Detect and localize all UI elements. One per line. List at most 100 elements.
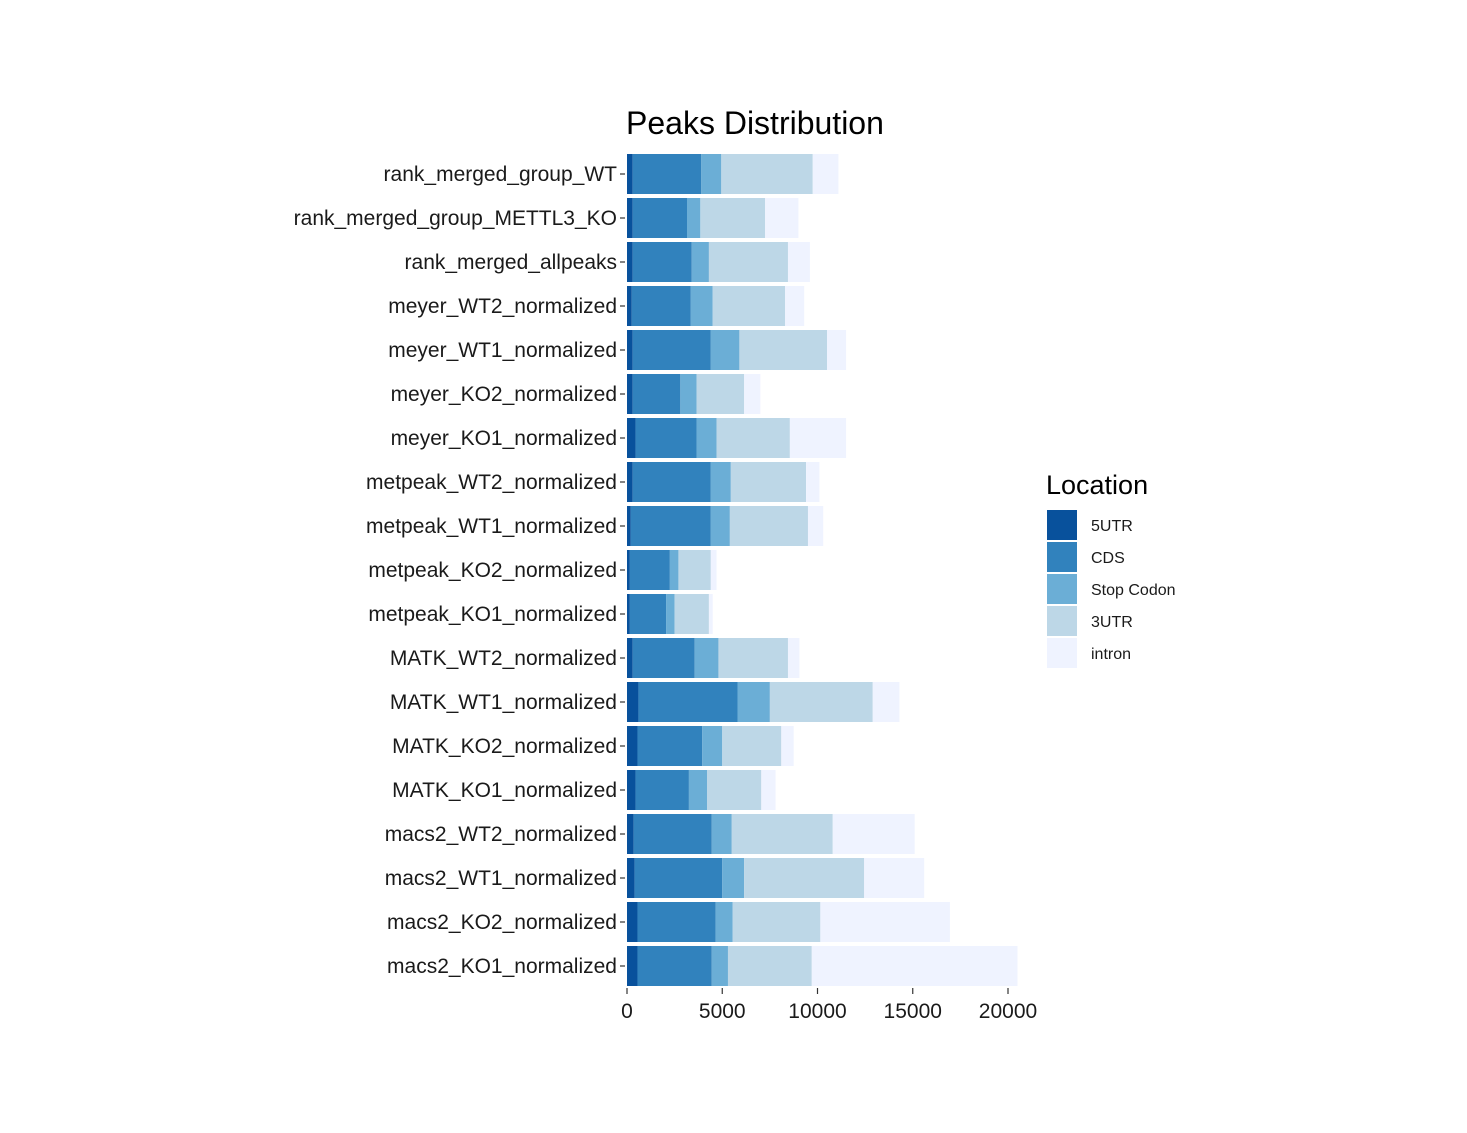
bar-segment-intron [811, 946, 1018, 986]
bar-segment-5utr [627, 242, 633, 282]
bar-segment-intron [781, 726, 794, 766]
bar-segment-5utr [627, 858, 635, 898]
category-label: metpeak_KO1_normalized [368, 603, 617, 626]
bar-segment-intron [761, 770, 776, 810]
bar-segment-intron [789, 418, 847, 458]
bar-segment-stop-codon [691, 242, 709, 282]
bar-segment-cds [637, 902, 716, 942]
bar-segment-stop-codon [722, 858, 745, 898]
bar-segment-cds [634, 858, 723, 898]
bar-segment-cds [635, 770, 689, 810]
bar-segment-3utr [721, 154, 813, 194]
bar-segment-5utr [627, 154, 633, 194]
legend-swatch [1047, 638, 1077, 668]
x-axis: 0 5000 10000 15000 20000 [621, 988, 1037, 1023]
bar-segment-intron [820, 902, 950, 942]
x-tick-label: 0 [621, 1000, 633, 1023]
bar-segment-cds [632, 154, 702, 194]
bar-segment-3utr [727, 946, 812, 986]
category-label: meyer_KO2_normalized [391, 383, 617, 406]
legend-label: intron [1091, 646, 1131, 663]
bar-segment-5utr [627, 418, 636, 458]
bar-segment-5utr [627, 506, 631, 546]
legend-label: Stop Codon [1091, 582, 1176, 599]
bar-segment-5utr [627, 286, 632, 326]
bar-segment-stop-codon [710, 506, 730, 546]
legend-label: CDS [1091, 550, 1125, 567]
bar-segment-intron [806, 462, 820, 502]
bar-segment-5utr [627, 462, 633, 502]
bar-segment-3utr [718, 638, 788, 678]
bar-segment-cds [637, 946, 712, 986]
bar-segment-cds [632, 638, 695, 678]
x-tick-label: 20000 [979, 1000, 1037, 1023]
bar-segment-stop-codon [669, 550, 679, 590]
bar-segment-cds [632, 198, 688, 238]
bar-segment-stop-codon [711, 814, 732, 854]
bar-segment-intron [785, 286, 805, 326]
category-label: metpeak_KO2_normalized [368, 559, 617, 582]
bar-segment-intron [708, 594, 713, 634]
bar-segment-stop-codon [710, 462, 731, 502]
bar-segment-stop-codon [702, 726, 723, 766]
bar-segment-stop-codon [701, 154, 722, 194]
category-label: metpeak_WT2_normalized [366, 471, 617, 494]
bar-segment-3utr [707, 770, 762, 810]
bar-segment-5utr [627, 902, 638, 942]
category-label: macs2_WT1_normalized [385, 867, 617, 890]
legend-label: 3UTR [1091, 614, 1133, 631]
x-tick-label: 5000 [699, 1000, 746, 1023]
bar-segment-cds [632, 462, 711, 502]
category-label: MATK_WT2_normalized [390, 647, 617, 670]
bar-segment-3utr [731, 814, 833, 854]
x-tick-label: 15000 [884, 1000, 942, 1023]
bar-segment-intron [787, 242, 810, 282]
bar-segment-5utr [627, 550, 630, 590]
bar-segment-stop-codon [687, 198, 701, 238]
bar-segment-5utr [627, 374, 633, 414]
bar-segment-cds [632, 330, 711, 370]
bar-segment-3utr [722, 726, 782, 766]
legend: Location 5UTR CDS Stop Codon 3UTR intron [1046, 470, 1176, 668]
bar-segment-3utr [730, 462, 807, 502]
bar-segment-cds [638, 682, 738, 722]
bar-segment-3utr [708, 242, 788, 282]
bar-segment-3utr [712, 286, 786, 326]
legend-swatch [1047, 574, 1077, 604]
bars [627, 154, 1018, 986]
category-label: rank_merged_group_METTL3_KO [294, 207, 617, 230]
bar-segment-cds [632, 374, 681, 414]
category-label: meyer_WT2_normalized [388, 295, 617, 318]
bar-segment-3utr [716, 418, 790, 458]
category-label: meyer_KO1_normalized [391, 427, 617, 450]
bar-segment-3utr [729, 506, 808, 546]
bar-segment-stop-codon [737, 682, 770, 722]
category-label: macs2_WT2_normalized [385, 823, 617, 846]
category-label: macs2_KO1_normalized [387, 955, 617, 978]
bar-segment-3utr [744, 858, 865, 898]
legend-label: 5UTR [1091, 518, 1133, 535]
bar-segment-stop-codon [711, 946, 728, 986]
bar-segment-stop-codon [666, 594, 675, 634]
bar-segment-stop-codon [690, 286, 713, 326]
bar-segment-stop-codon [710, 330, 740, 370]
bar-segment-intron [710, 550, 717, 590]
bar-segment-5utr [627, 638, 633, 678]
bar-segment-intron [832, 814, 915, 854]
legend-swatch [1047, 510, 1077, 540]
bar-segment-5utr [627, 198, 633, 238]
legend-swatch [1047, 606, 1077, 636]
bar-segment-cds [633, 814, 712, 854]
bar-segment-intron [744, 374, 761, 414]
bar-segment-stop-codon [680, 374, 697, 414]
category-label: MATK_KO1_normalized [392, 779, 617, 802]
bar-segment-3utr [678, 550, 711, 590]
bar-segment-intron [864, 858, 925, 898]
bar-segment-cds [629, 594, 667, 634]
legend-swatch [1047, 542, 1077, 572]
category-label: macs2_KO2_normalized [387, 911, 617, 934]
bar-segment-intron [872, 682, 900, 722]
bar-segment-3utr [739, 330, 828, 370]
legend-title: Location [1046, 470, 1148, 500]
